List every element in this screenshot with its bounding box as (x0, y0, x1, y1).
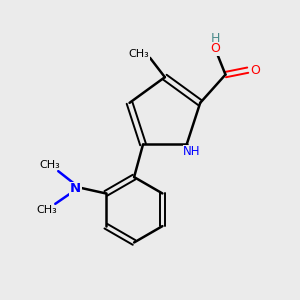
Text: CH₃: CH₃ (128, 49, 149, 59)
Text: N: N (70, 182, 81, 196)
Text: CH₃: CH₃ (36, 206, 57, 215)
Text: O: O (250, 64, 260, 77)
Text: H: H (210, 32, 220, 45)
Text: NH: NH (183, 145, 201, 158)
Text: CH₃: CH₃ (39, 160, 60, 170)
Text: O: O (210, 42, 220, 55)
